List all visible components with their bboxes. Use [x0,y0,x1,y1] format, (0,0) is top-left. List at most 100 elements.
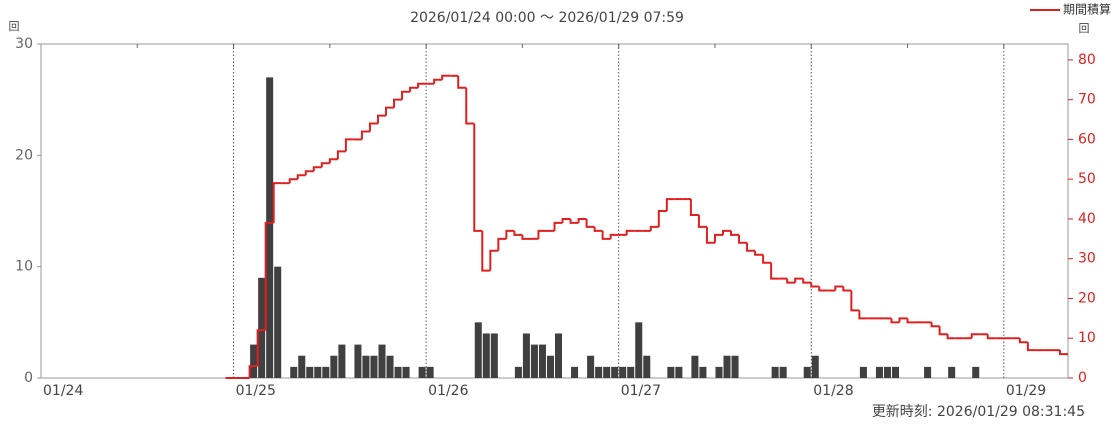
cumulative-step [930,322,940,328]
cumulative-step [1026,342,1036,352]
y2-tick-label: 20 [1078,290,1096,306]
cumulative-step [657,210,667,227]
bar [386,355,394,378]
cumulative-step [288,178,298,184]
bar [803,366,811,378]
bar [250,344,258,378]
cumulative-step [561,217,571,223]
bar [699,366,707,378]
cumulative-step [1018,338,1028,344]
cumulative-step [521,234,531,240]
bar [972,366,980,378]
cumulative-step [577,217,587,223]
bar [643,355,651,378]
cumulative-step [818,286,828,292]
cumulative-step [593,226,603,232]
cumulative-step [705,226,715,244]
cumulative-step [344,138,354,152]
cumulative-step [850,290,860,312]
cumulative-step [898,317,908,323]
x-tick-label: 01/24 [43,383,83,399]
x-tick-label: 01/27 [621,383,661,399]
x-tick-label: 01/25 [236,383,276,399]
cumulative-step [762,254,772,264]
bar [627,366,635,378]
bar [394,366,402,378]
y-tick-label: 10 [15,259,33,275]
bar [635,322,643,378]
cumulative-step [802,278,812,284]
update-time: 更新時刻: 2026/01/29 08:31:45 [872,404,1085,420]
cumulative-step [609,233,619,239]
y-tick-label: 20 [15,147,33,163]
cumulative-step [842,286,852,292]
bar [258,277,266,378]
bar [266,77,274,379]
cumulative-step [810,282,820,288]
cumulative-step [441,74,451,80]
cumulative-step [553,221,563,231]
cumulative-step [770,262,780,280]
cumulative-step [738,234,748,244]
bar [418,366,426,378]
cumulative-step [754,250,764,256]
cumulative-step [296,174,306,180]
bar [362,355,370,378]
bar [514,366,522,378]
cumulative-step [834,285,844,291]
y2-tick-label: 40 [1078,211,1096,227]
cumulative-step [312,166,322,172]
bar [875,366,883,378]
cumulative-step [569,218,579,224]
cumulative-step [689,199,699,216]
cumulative-step [264,221,274,331]
bar [426,366,434,378]
cumulative-step [360,130,370,140]
bar [771,366,779,378]
bar [948,366,956,378]
bar [723,355,731,378]
bar [290,366,298,378]
cumulative-step [320,162,330,168]
bar [522,333,530,378]
cumulative-step [393,98,403,108]
cumulative-step [946,334,956,340]
chart-title: 2026/01/24 00:00 ～ 2026/01/29 07:59 [410,10,684,26]
bar [474,322,482,378]
x-tick-label: 01/29 [1006,383,1046,399]
y-tick-label: 0 [24,370,33,386]
cumulative-step [385,106,395,116]
cumulative-step [649,225,659,231]
y2-tick-label: 60 [1078,131,1096,147]
cumulative-step [256,329,266,367]
bar [667,366,675,378]
bar [378,344,386,378]
y2-tick-label: 50 [1078,171,1096,187]
cumulative-step [489,249,499,271]
x-tick-label: 01/28 [813,383,853,399]
bar [675,366,683,378]
cumulative-step [465,87,475,125]
cumulative-step [746,242,756,252]
bar [402,366,410,378]
cumulative-step [890,318,900,324]
bar [330,355,338,378]
bar [619,366,627,378]
bar [779,366,787,378]
cumulative-step [858,310,868,320]
bar [306,366,314,378]
cumulative-step [986,334,996,340]
cumulative-step [697,214,707,228]
cumulative-step [601,230,611,240]
bar [538,344,546,378]
bar [595,366,603,378]
bar [715,366,723,378]
cumulative-step [585,218,595,228]
bar [587,355,595,378]
cumulative-step [376,114,387,124]
cumulative-step [625,229,635,235]
cumulative-step [713,233,723,243]
y2-tick-label: 70 [1078,92,1096,108]
bar [603,366,611,378]
